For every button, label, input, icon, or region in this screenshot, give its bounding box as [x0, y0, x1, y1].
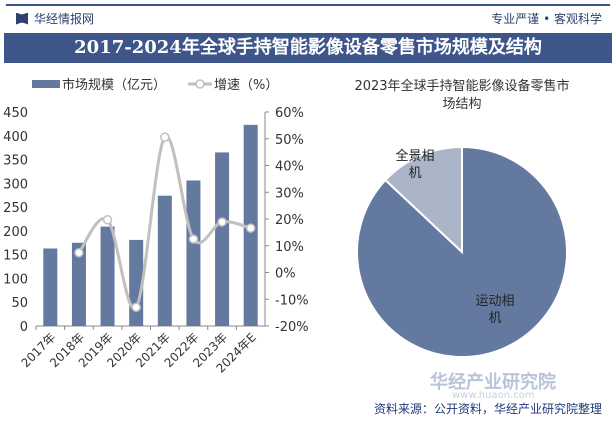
y2-tick-label: 50% — [275, 133, 304, 148]
pie-label-action-camera: 运动相机 — [475, 294, 515, 326]
bar-2023年 — [215, 152, 230, 326]
watermark: 华经产业研究院 — [430, 372, 556, 393]
y-tick-label: 50 — [11, 296, 28, 311]
growth-point — [131, 302, 141, 313]
legend-line-label: 增速（%） — [214, 78, 278, 93]
legend-line-marker — [195, 79, 205, 89]
slogan: 专业严谨 • 客观科学 — [491, 12, 602, 26]
y2-tick-label: 0% — [275, 267, 296, 282]
y2-tick-label: 10% — [275, 240, 304, 255]
y2-tick-label: 60% — [275, 106, 304, 121]
bar-2017年 — [43, 248, 58, 326]
y-tick-label: 200 — [3, 225, 28, 240]
growth-point — [74, 247, 84, 258]
watermark-url: www.huaon.com — [452, 390, 535, 401]
y-tick-label: 300 — [3, 177, 28, 192]
bar-2021年 — [157, 195, 172, 326]
y-tick-label: 450 — [3, 106, 28, 121]
bar-2022年 — [186, 180, 201, 326]
growth-point — [217, 217, 227, 227]
growth-point — [188, 234, 199, 244]
book-icon — [16, 12, 28, 25]
y-tick-label: 250 — [3, 201, 28, 216]
pie-slice-全景相机 — [384, 145, 463, 255]
bar-2018年 — [71, 242, 86, 326]
y2-tick-label: -20% — [275, 320, 309, 335]
y-tick-label: 100 — [3, 272, 28, 287]
growth-point — [160, 132, 170, 142]
y-tick-label: 350 — [3, 154, 28, 169]
pie-title: 2023年全球手持智能影像设备零售市 — [354, 78, 569, 94]
growth-point — [102, 215, 113, 225]
page-title: 2017-2024年全球手持智能影像设备零售市场规模及结构 — [4, 33, 612, 63]
pie-label-panoramic-camera: 全景相机 — [395, 149, 435, 181]
y-tick-label: 150 — [3, 249, 28, 264]
growth-point — [245, 223, 256, 233]
brand: 华经情报网 — [16, 10, 94, 27]
y2-tick-label: 20% — [275, 213, 304, 228]
pie-title: 场结构 — [442, 97, 481, 112]
brand-name: 华经情报网 — [34, 12, 95, 26]
y2-tick-label: -10% — [275, 293, 309, 308]
bar-2019年 — [100, 226, 115, 326]
y2-tick-label: 40% — [275, 160, 304, 175]
legend-bar-swatch — [32, 80, 60, 88]
growth-line — [77, 134, 252, 311]
y2-tick-label: 30% — [275, 186, 304, 201]
y-tick-label: 400 — [3, 130, 28, 145]
top-rule — [6, 4, 610, 6]
legend-bar-label: 市场规模（亿元） — [62, 77, 166, 93]
y-tick-label: 0 — [20, 320, 28, 335]
source-note: 资料来源：公开资料，华经产业研究院整理 — [373, 402, 602, 416]
